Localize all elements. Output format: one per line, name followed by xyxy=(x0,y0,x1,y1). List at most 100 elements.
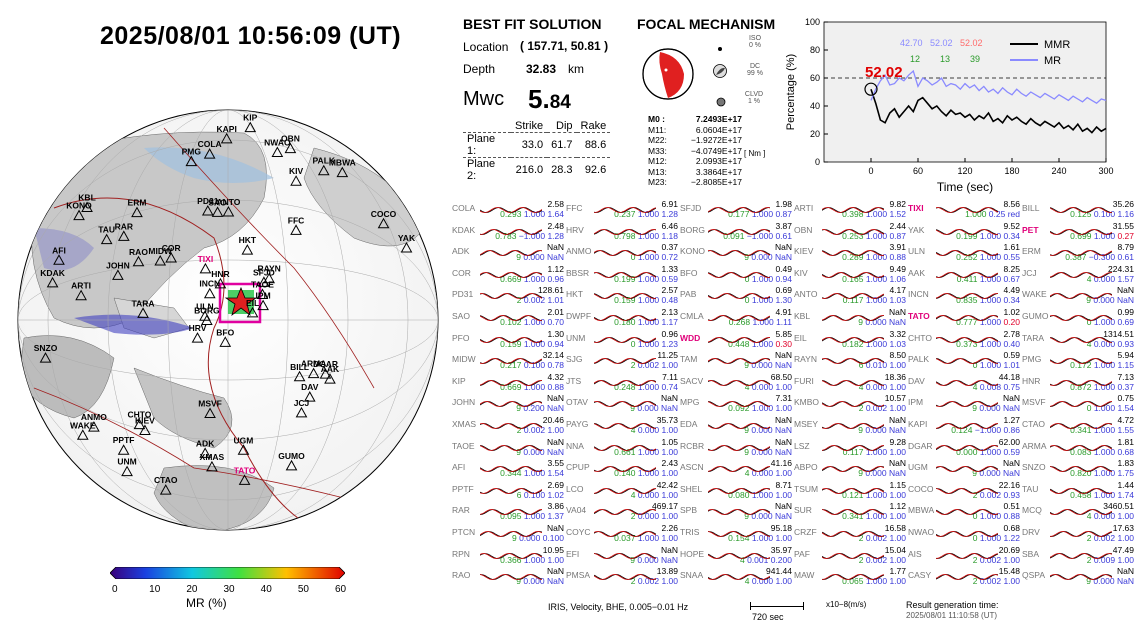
station-name: KMBO xyxy=(794,397,820,408)
station-marker: PMG xyxy=(182,147,201,167)
waveform-trace xyxy=(708,358,770,365)
waveform-trace xyxy=(936,531,998,537)
station-cell-jcj: JCJ 224.31 4 0.000 1.57 xyxy=(1022,264,1134,286)
waveform-trace xyxy=(936,509,998,516)
station-marker: INCN xyxy=(199,279,220,299)
mwc-label: Mwc xyxy=(463,88,505,110)
station-marker: ANMO xyxy=(81,412,107,432)
moment-tensor-row: M11: 6.0604E+17 xyxy=(648,124,742,135)
station-value: 2.26 xyxy=(661,523,678,533)
station-name: PTCN xyxy=(452,527,476,537)
station-value: 0.75 xyxy=(1117,393,1134,404)
station-name: HKT xyxy=(566,289,583,300)
colorbar-tick: 10 xyxy=(149,584,161,595)
station-stats: 0.293 1.000 1.64 xyxy=(500,209,564,219)
station-value: 1.12 xyxy=(889,501,906,512)
waveform-trace xyxy=(594,358,656,365)
colorbar-tick: 0 xyxy=(112,584,118,595)
station-cell-tato: TATO 1.02 0.777 1.000 0.20 xyxy=(908,307,1020,329)
station-cell-gumo: GUMO 0.99 0 1.000 0.69 xyxy=(1022,307,1134,329)
colorbar-tick: 60 xyxy=(335,584,347,595)
station-stats: 0.177 1.000 0.87 xyxy=(728,209,792,219)
station-marker: PPTF xyxy=(113,435,135,455)
station-marker: KIEV xyxy=(135,416,155,436)
station-cell-ascn: ASCN 41.16 4 0.000 1.00 xyxy=(680,458,792,480)
station-name: TRIS xyxy=(680,527,700,537)
station-value: 469.17 xyxy=(652,501,678,512)
svg-text:CTAO: CTAO xyxy=(154,475,178,485)
plane2-rake: 92.6 xyxy=(584,164,607,176)
svg-text:KIP: KIP xyxy=(243,113,258,123)
station-stats: 9 0.000 NaN xyxy=(858,425,906,435)
waveform-trace xyxy=(936,574,998,581)
waveform-trace xyxy=(594,228,656,235)
station-value: 1.83 xyxy=(1117,458,1134,469)
station-marker: AAK xyxy=(321,364,340,384)
svg-text:KBL: KBL xyxy=(78,193,95,203)
station-cell-abpo: ABPO NaN 9 0.000 NaN xyxy=(794,458,906,480)
waveform-trace xyxy=(480,552,542,559)
svg-text:TAU: TAU xyxy=(98,225,115,235)
station-cell-lsz: LSZ 9.28 0.117 1.000 1.00 xyxy=(794,437,906,459)
station-stats: 0 1.000 1.22 xyxy=(972,533,1020,543)
station-name: PFO xyxy=(452,332,470,343)
station-cell-ffc: FFC 6.91 0.237 1.000 1.28 xyxy=(566,199,678,221)
station-stats: 9 0.000 NaN xyxy=(858,468,906,479)
station-value: 9.49 xyxy=(889,263,906,274)
station-value: 15.48 xyxy=(998,566,1020,577)
station-value: NaN xyxy=(1002,393,1020,404)
station-stats: 4 0.000 1.00 xyxy=(858,381,906,392)
station-value: 4.49 xyxy=(1003,285,1020,296)
station-stats: 9 0.000 NaN xyxy=(744,360,792,371)
station-name: ADK xyxy=(452,246,470,257)
station-cell-crzf: CRZF 16.58 2 0.002 1.00 xyxy=(794,523,906,545)
station-marker: KIV xyxy=(289,166,303,186)
station-cell-ipm: IPM NaN 9 0.000 NaN xyxy=(908,393,1020,415)
svg-text:HNR: HNR xyxy=(211,269,229,279)
moment-tensor-row: M23: −2.8085E+17 xyxy=(648,177,742,187)
station-stats: 9 0.000 NaN xyxy=(516,252,564,263)
waveform-trace xyxy=(936,552,998,559)
waveform-trace xyxy=(1050,423,1112,429)
station-marker: BFO xyxy=(216,327,235,347)
station-cell-kip: KIP 4.32 0.669 1.000 0.88 xyxy=(452,372,564,394)
station-name: COR xyxy=(452,267,471,278)
station-marker: DGAR xyxy=(313,359,338,379)
station-cell-uln: ULN 1.61 0.252 1.000 0.55 xyxy=(908,242,1020,264)
station-stats: 0.669 1.000 0.88 xyxy=(500,381,564,392)
station-cell-tris: TRIS 95.18 0.154 1.000 1.00 xyxy=(680,523,792,545)
svg-text:TIXI: TIXI xyxy=(198,254,214,264)
waveform-trace xyxy=(822,531,884,537)
svg-text:PPTF: PPTF xyxy=(113,435,135,445)
waveform-trace xyxy=(1050,358,1112,365)
station-name: PD31 xyxy=(452,289,474,300)
station-cell-tsum: TSUM 1.15 0.121 1.000 1.00 xyxy=(794,480,906,502)
station-name: RAO xyxy=(452,570,471,581)
station-cell-sjg: SJG 11.25 2 0.002 1.00 xyxy=(566,350,678,372)
station-cell-ptcn: PTCN NaN 9 0.000 0.100 xyxy=(452,523,564,545)
station-value: NaN xyxy=(888,415,906,425)
station-cell-dgar: DGAR 62.00 0.000 1.000 0.59 xyxy=(908,437,1020,459)
station-stats: 4 0.000 1.57 xyxy=(1086,273,1134,284)
station-marker: HKT xyxy=(239,235,257,255)
station-name: CASY xyxy=(908,570,932,581)
colorbar-tick: 40 xyxy=(260,584,272,595)
station-value: NaN xyxy=(774,501,792,512)
station-name: COLA xyxy=(452,203,476,213)
station-name: RCBR xyxy=(680,440,705,451)
station-stats: 0.117 1.000 1.03 xyxy=(842,295,906,306)
station-cell-taoe: TAOE NaN 9 0.000 NaN xyxy=(452,437,564,459)
station-cell-hkt: HKT 2.57 0.159 1.000 0.48 xyxy=(566,285,678,307)
station-marker: AFI xyxy=(52,245,66,265)
svg-text:AFI: AFI xyxy=(52,245,66,255)
station-value: NaN xyxy=(774,350,792,361)
moment-tensor-row: M13: 3.3864E+17 xyxy=(648,166,742,177)
station-value: 0.59 xyxy=(1003,350,1020,361)
station-stats: 4 0.000 1.00 xyxy=(630,489,678,500)
station-name: ASCN xyxy=(680,462,704,473)
station-value: NaN xyxy=(888,307,906,317)
station-marker: CTAO xyxy=(154,475,178,495)
station-value: 7.11 xyxy=(662,371,678,382)
station-marker: IPM xyxy=(256,291,271,311)
station-marker: MIDW xyxy=(148,246,173,266)
